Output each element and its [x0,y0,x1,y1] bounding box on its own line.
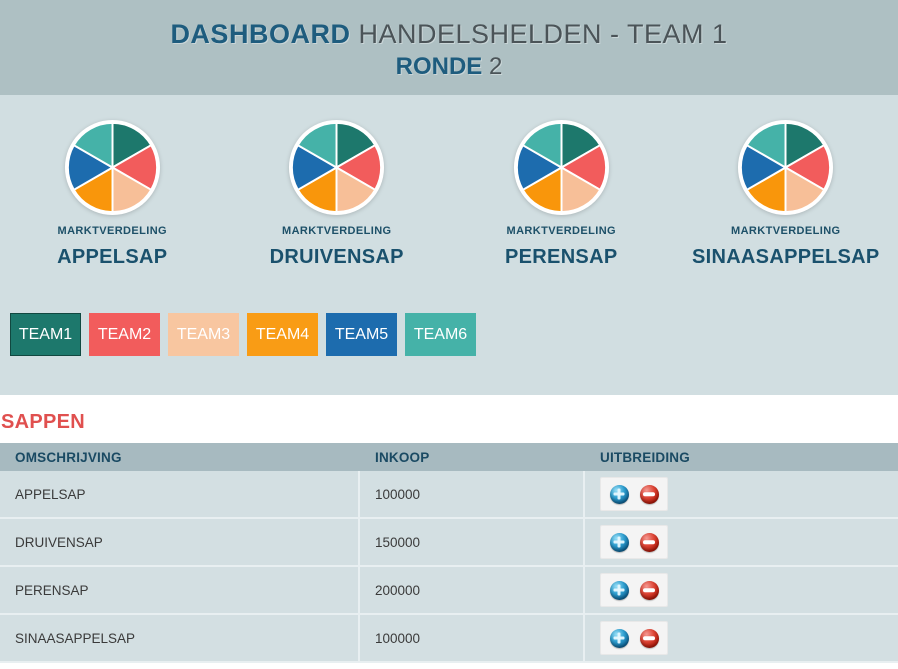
pie-chart [513,119,609,216]
cell-inkoop: 100000 [360,615,585,661]
pie-chart-label: MARKTVERDELING [282,225,392,237]
product-title: APPELSAP [57,246,168,268]
column-header-inkoop: INKOOP [375,449,430,465]
table-row-druivensap: DRUIVENSAP 150000 [0,519,898,567]
market-share-charts: MARKTVERDELING APPELSAP MARKTVERDELING D… [0,95,898,269]
uitbreiding-decrease-button[interactable] [639,532,659,552]
market-share-chart-perensap: MARKTVERDELING PERENSAP [449,119,674,269]
uitbreiding-decrease-button[interactable] [639,628,659,648]
uitbreiding-controls [600,573,668,607]
team-button-team5[interactable]: TEAM5 [326,313,397,356]
market-share-chart-sinaasappelsap: MARKTVERDELING SINAASAPPELSAP [674,119,898,269]
page-title-rest: HANDELSHELDEN - TEAM 1 [358,18,728,49]
minus-orb-icon [639,484,659,504]
team-button-team1[interactable]: TEAM1 [10,313,81,356]
market-share-chart-druivensap: MARKTVERDELING DRUIVENSAP [225,119,450,269]
uitbreiding-increase-button[interactable] [609,628,629,648]
table-row-perensap: PERENSAP 200000 [0,567,898,615]
table-row-sinaasappelsap: SINAASAPPELSAP 100000 [0,615,898,663]
column-header-omschrijving: OMSCHRIJVING [15,449,122,465]
round-label: RONDE [395,52,483,80]
uitbreiding-increase-button[interactable] [609,580,629,600]
pie-chart-label: MARKTVERDELING [731,225,841,237]
uitbreiding-controls [600,477,668,511]
pie-chart [289,119,385,216]
team-button-team6[interactable]: TEAM6 [405,313,476,356]
plus-orb-icon [609,484,629,504]
cell-omschrijving: SINAASAPPELSAP [0,615,360,661]
pie-chart [738,119,834,216]
cell-omschrijving: DRUIVENSAP [0,519,360,565]
plus-orb-icon [609,628,629,648]
charts-band: MARKTVERDELING APPELSAP MARKTVERDELING D… [0,95,898,395]
uitbreiding-decrease-button[interactable] [639,580,659,600]
minus-orb-icon [639,580,659,600]
minus-orb-icon [639,628,659,648]
round-value: 2 [488,52,503,80]
page-title: DASHBOARD HANDELSHELDEN - TEAM 1 [170,19,727,50]
pie-chart [64,119,160,216]
cell-uitbreiding [585,519,898,565]
cell-uitbreiding [585,567,898,613]
minus-orb-icon [639,532,659,552]
product-title: SINAASAPPELSAP [691,246,880,268]
team-button-team4[interactable]: TEAM4 [247,313,318,356]
team-button-team3[interactable]: TEAM3 [168,313,239,356]
cell-inkoop: 200000 [360,567,585,613]
cell-inkoop: 150000 [360,519,585,565]
cell-inkoop: 100000 [360,471,585,517]
uitbreiding-controls [600,621,668,655]
product-title: DRUIVENSAP [269,246,404,268]
page-title-bold: DASHBOARD [170,18,351,49]
pie-chart-label: MARKTVERDELING [506,225,616,237]
cell-omschrijving: PERENSAP [0,567,360,613]
uitbreiding-controls [600,525,668,559]
pie-chart-label: MARKTVERDELING [57,225,167,237]
uitbreiding-increase-button[interactable] [609,532,629,552]
section-title-sappen: SAPPEN [1,411,86,433]
uitbreiding-increase-button[interactable] [609,484,629,504]
product-title: PERENSAP [505,246,618,268]
cell-omschrijving: APPELSAP [0,471,360,517]
cell-uitbreiding [585,471,898,517]
sappen-table: OMSCHRIJVING INKOOP UITBREIDING APPELSAP… [0,443,898,663]
table-row-appelsap: APPELSAP 100000 [0,471,898,519]
table-header-row: OMSCHRIJVING INKOOP UITBREIDING [0,443,898,471]
uitbreiding-decrease-button[interactable] [639,484,659,504]
column-header-uitbreiding: UITBREIDING [600,449,690,465]
round-subtitle: RONDE 2 [396,53,503,81]
plus-orb-icon [609,532,629,552]
market-share-chart-appelsap: MARKTVERDELING APPELSAP [0,119,225,269]
team-button-team2[interactable]: TEAM2 [89,313,160,356]
cell-uitbreiding [585,615,898,661]
sappen-section: SAPPEN OMSCHRIJVING INKOOP UITBREIDING A… [0,410,898,663]
table-body: APPELSAP 100000 DRUIVENSAP 150000 PERENS… [0,471,898,663]
header: DASHBOARD HANDELSHELDEN - TEAM 1 RONDE 2 [0,0,898,95]
team-buttons-row: TEAM1 TEAM2 TEAM3 TEAM4 TEAM5 TEAM6 [10,313,898,356]
plus-orb-icon [609,580,629,600]
